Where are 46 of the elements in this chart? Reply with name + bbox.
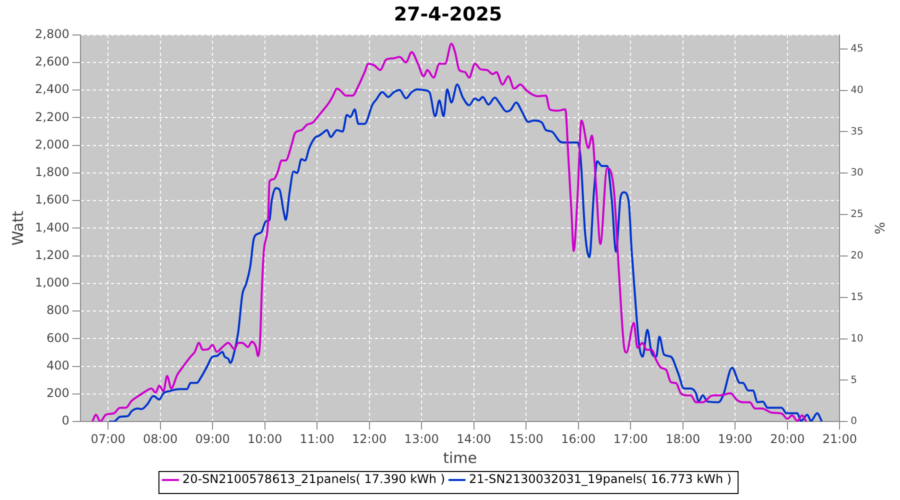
y-tick-label: 0: [62, 414, 70, 428]
y-tick-label: 1,600: [34, 192, 70, 207]
y-tick-label: 1,400: [34, 220, 70, 234]
x-axis-title: time: [443, 448, 477, 467]
y-tick-label: 2,200: [34, 110, 70, 124]
y-tick-label: 2,400: [34, 82, 70, 96]
x-tick-label: 08:00: [143, 432, 178, 446]
x-tick-label: 14:00: [456, 432, 492, 446]
chart-title: 27-4-2025: [394, 3, 502, 26]
y2-tick-label: 0: [850, 416, 858, 428]
y-tick-label: 400: [46, 358, 70, 372]
x-tick-label: 17:00: [613, 432, 648, 446]
y2-tick-label: 5: [850, 374, 858, 386]
legend-label: 20-SN2100578613_21panels( 17.390 kWh ): [182, 472, 446, 486]
x-tick-label: 15:00: [508, 432, 544, 446]
y-axis-title: Watt: [8, 210, 27, 246]
x-tick-label: 21:00: [822, 432, 857, 446]
x-tick-label: 10:00: [248, 432, 282, 446]
legend-label: 21-SN2130032031_19panels( 16.773 kWh ): [469, 472, 732, 486]
x-tick-label: 18:00: [666, 432, 700, 446]
x-tick-label: 12:00: [352, 432, 387, 446]
y2-tick-label: 40: [850, 84, 864, 96]
y2-tick-label: 15: [850, 292, 864, 303]
x-tick-label: 20:00: [770, 432, 805, 446]
y2-axis-title: %: [870, 222, 886, 234]
y-tick-label: 1,000: [34, 276, 70, 290]
y-tick-label: 1,200: [34, 248, 70, 262]
y2-tick-label: 10: [850, 333, 864, 344]
y-tick-label: 1,800: [34, 165, 70, 180]
x-tick-label: 07:00: [90, 432, 126, 446]
y-tick-label: 200: [46, 386, 70, 400]
y-tick-label: 600: [46, 330, 70, 345]
x-tick-label: 11:00: [300, 432, 334, 446]
x-tick-label: 13:00: [404, 432, 439, 446]
y-tick-label: 2,000: [34, 137, 70, 152]
y-tick-label: 2,600: [34, 54, 70, 69]
x-tick-label: 09:00: [195, 432, 230, 446]
y2-tick-label: 45: [850, 43, 864, 54]
x-tick-label: 19:00: [718, 432, 752, 446]
y2-tick-label: 30: [850, 168, 864, 179]
y-tick-label: 800: [46, 303, 70, 318]
y2-tick-label: 20: [850, 250, 864, 262]
y2-tick-label: 25: [850, 209, 864, 220]
y2-tick-label: 35: [850, 126, 864, 138]
x-tick-label: 16:00: [561, 432, 596, 446]
y-tick-label: 2,800: [34, 26, 70, 41]
